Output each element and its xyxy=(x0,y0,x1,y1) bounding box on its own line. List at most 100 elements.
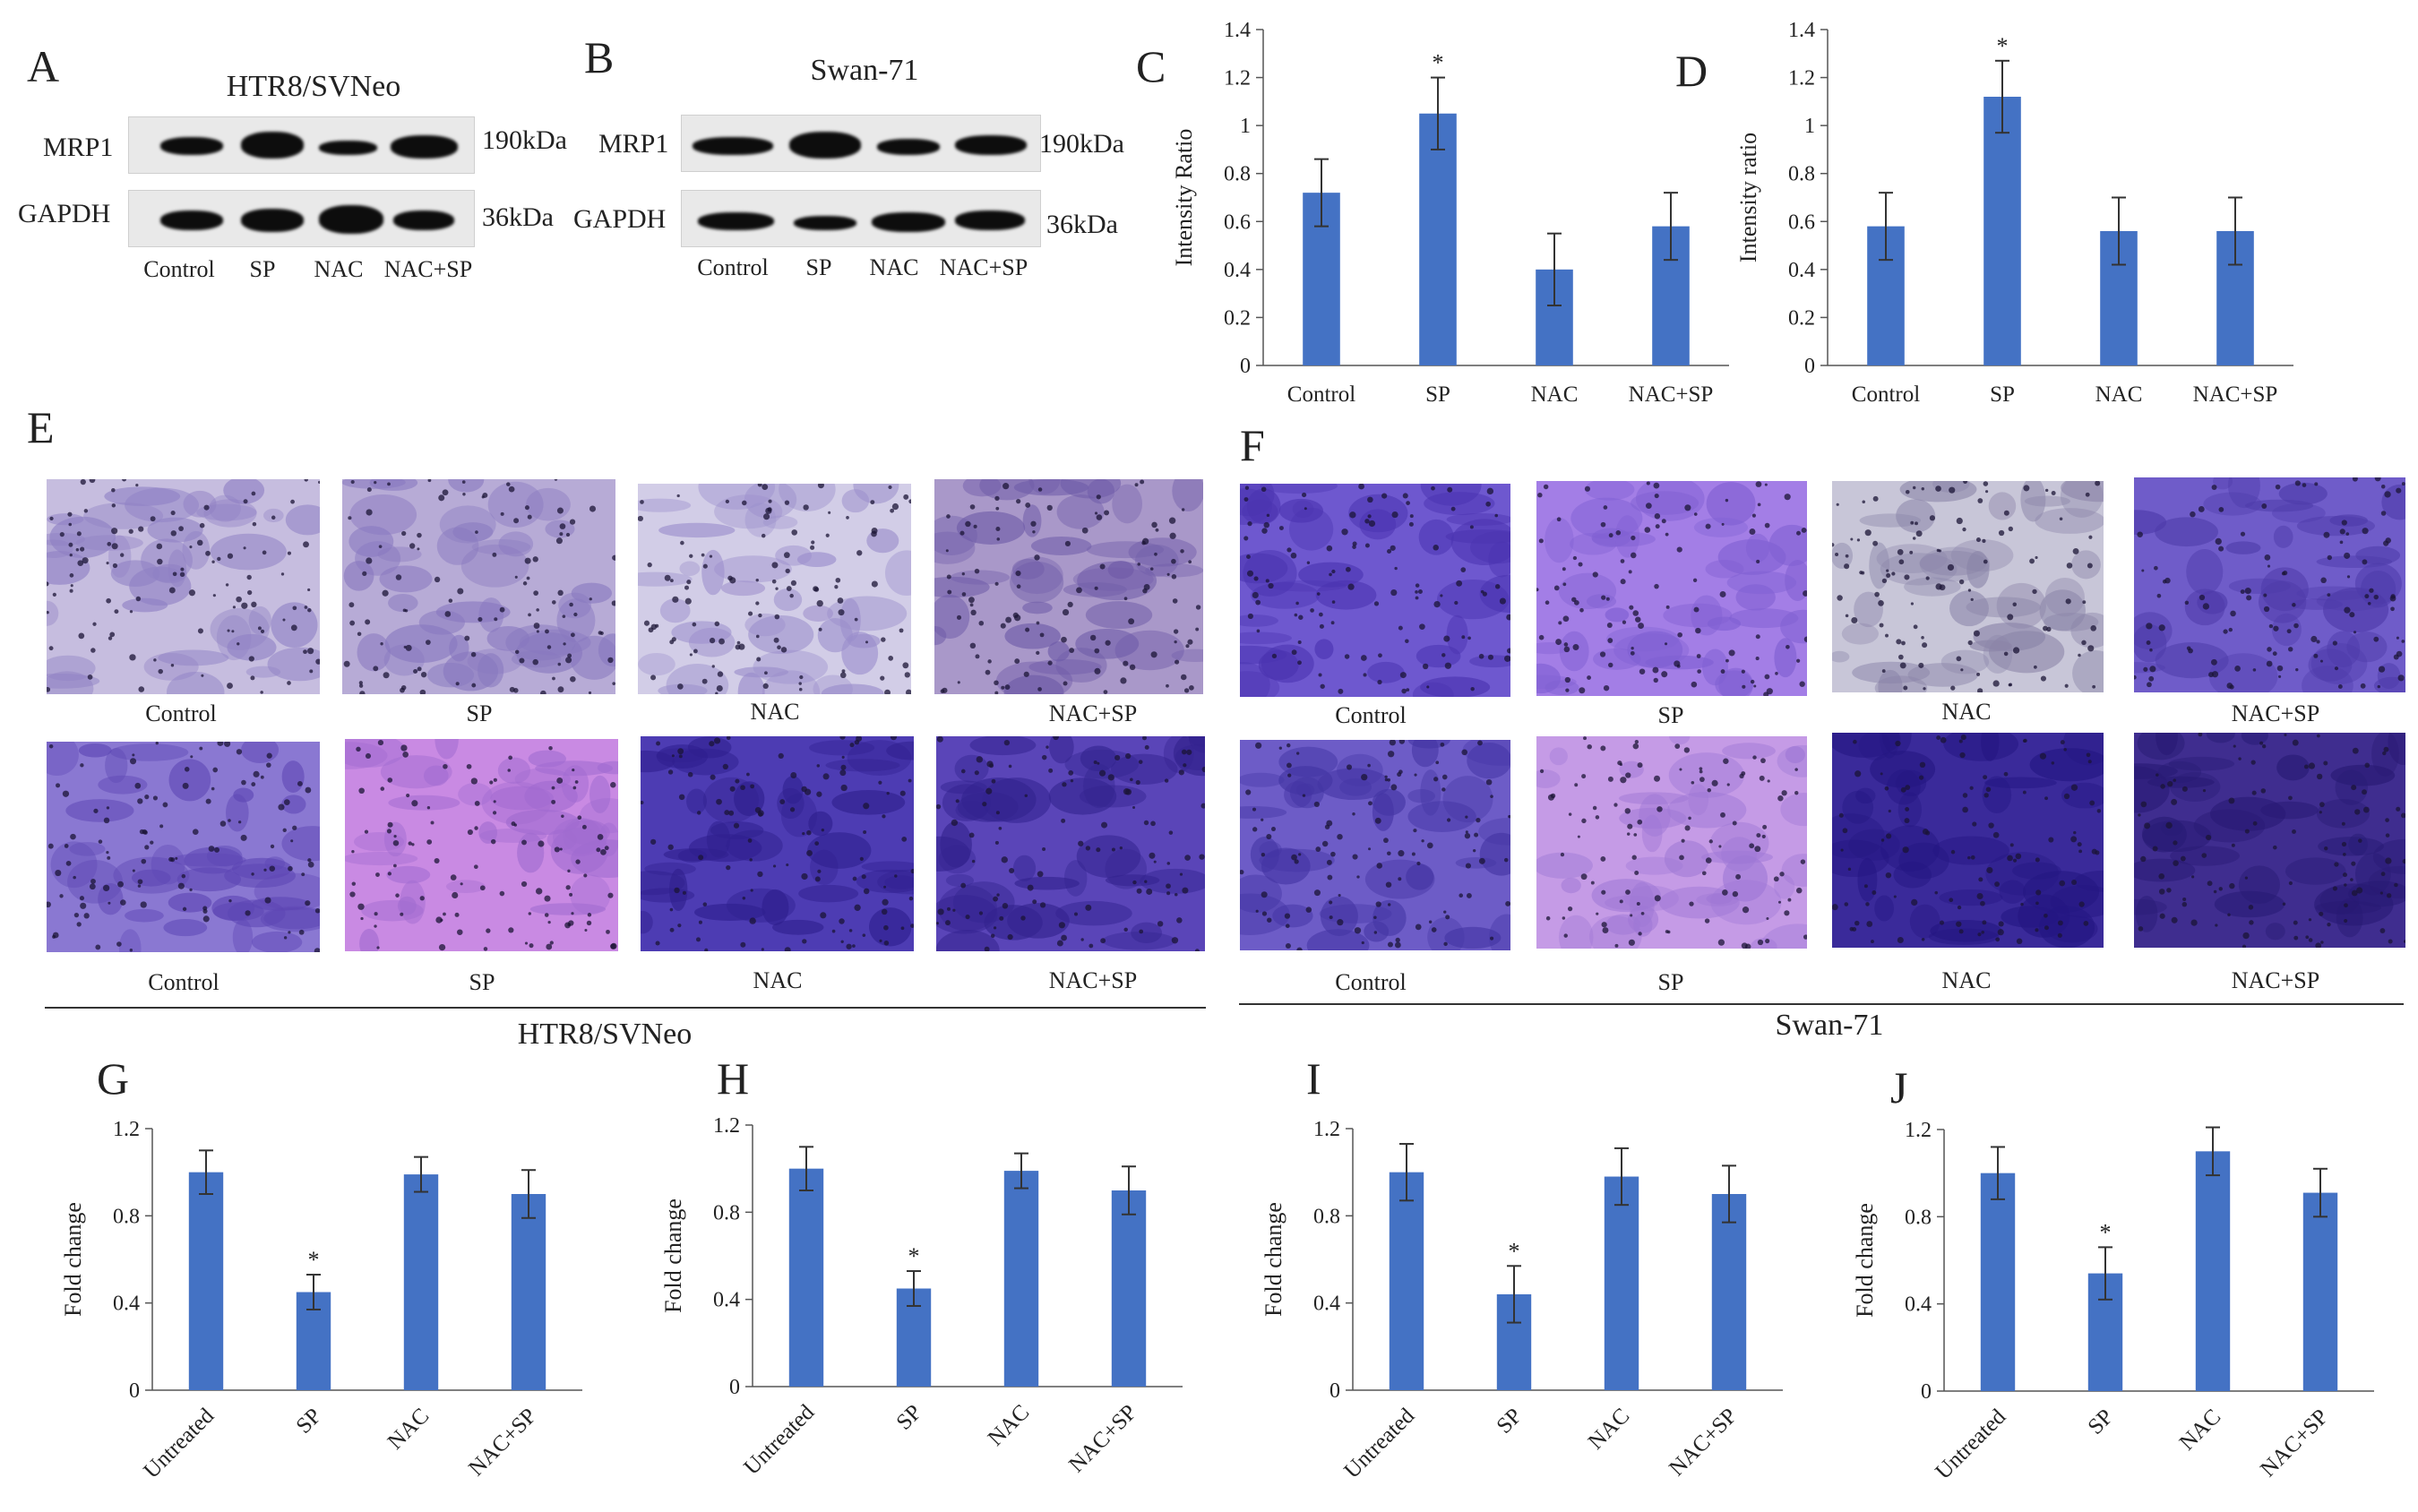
pore-dot xyxy=(1982,538,1986,544)
cell-blob xyxy=(1145,563,1203,578)
cell-blob xyxy=(245,666,281,678)
pore-dot xyxy=(1094,667,1101,674)
pore-dot xyxy=(500,511,504,516)
pore-dot xyxy=(1149,567,1154,571)
y-tick-label: 0.8 xyxy=(713,1201,740,1224)
pore-dot xyxy=(2260,788,2267,794)
pore-dot xyxy=(2267,564,2271,568)
pore-dot xyxy=(2334,862,2339,867)
cell-blob xyxy=(2209,796,2286,831)
pore-dot xyxy=(1545,600,1550,606)
cell-blob xyxy=(1450,519,1510,566)
cell-blob xyxy=(1315,580,1377,610)
pore-dot xyxy=(2081,640,2087,646)
pore-dot xyxy=(551,799,556,804)
cell-blob xyxy=(2170,772,2221,802)
pore-dot xyxy=(999,915,1004,921)
micrograph-caption: Control xyxy=(145,700,217,726)
pore-dot xyxy=(2143,666,2148,672)
pore-dot xyxy=(303,649,307,655)
pore-dot xyxy=(1499,597,1506,605)
pore-dot xyxy=(1089,634,1097,641)
pore-dot xyxy=(725,499,729,504)
pore-dot xyxy=(1560,852,1565,857)
blot-b-title: Swan-71 xyxy=(810,54,919,87)
pore-dot xyxy=(1201,766,1205,773)
pore-dot xyxy=(76,531,82,537)
pore-dot xyxy=(816,599,823,607)
pore-dot xyxy=(2351,785,2357,791)
pore-dot xyxy=(936,736,943,743)
pore-dot xyxy=(1972,821,1977,827)
pore-dot xyxy=(417,547,420,551)
bar xyxy=(2195,1151,2231,1391)
pore-dot xyxy=(364,829,369,834)
pore-dot xyxy=(1441,787,1446,792)
pore-dot xyxy=(1756,559,1760,564)
pore-dot xyxy=(2364,594,2370,599)
bar xyxy=(403,1174,439,1390)
cell-blob xyxy=(131,869,171,887)
cell-blob xyxy=(558,592,591,619)
pore-dot xyxy=(1015,570,1021,577)
pore-dot xyxy=(83,509,89,513)
pore-dot xyxy=(1414,773,1417,777)
pore-dot xyxy=(1168,830,1174,835)
micrograph-caption: SP xyxy=(1657,969,1684,995)
cell-blob xyxy=(817,618,853,653)
pore-dot xyxy=(283,799,290,805)
pore-dot xyxy=(859,856,864,861)
pore-dot xyxy=(611,600,615,606)
pore-dot xyxy=(245,910,251,916)
pore-dot xyxy=(1301,492,1307,498)
cell-blob xyxy=(1721,837,1758,872)
pore-dot xyxy=(1967,855,1971,860)
pore-dot xyxy=(671,754,675,758)
pore-dot xyxy=(1832,543,1835,547)
cell-blob xyxy=(1489,914,1510,950)
pore-dot xyxy=(1865,902,1870,906)
pore-dot xyxy=(1646,481,1650,485)
pore-dot xyxy=(2035,889,2042,896)
pore-dot xyxy=(1435,760,1440,765)
pore-dot xyxy=(1329,900,1333,905)
pore-dot xyxy=(1721,522,1725,526)
pore-dot xyxy=(304,606,308,609)
pore-dot xyxy=(640,500,644,504)
pore-dot xyxy=(736,640,741,645)
pore-dot xyxy=(1619,762,1622,767)
cell-blob xyxy=(353,831,405,852)
pore-dot xyxy=(1395,937,1400,943)
pore-dot xyxy=(655,941,660,946)
pore-dot xyxy=(52,592,56,597)
pore-dot xyxy=(831,929,836,933)
pore-dot xyxy=(994,581,999,586)
pore-dot xyxy=(2182,897,2187,902)
pore-dot xyxy=(1562,567,1566,571)
pore-dot xyxy=(2044,925,2049,931)
pore-dot xyxy=(1897,654,1904,660)
pore-dot xyxy=(749,858,753,862)
pore-dot xyxy=(1387,751,1395,758)
pore-dot xyxy=(780,647,787,653)
pore-dot xyxy=(998,826,1002,830)
pore-dot xyxy=(1976,672,1981,676)
bar xyxy=(788,1168,824,1387)
pore-dot xyxy=(761,948,764,951)
pore-dot xyxy=(2308,918,2312,922)
pore-dot xyxy=(1762,824,1768,829)
pore-dot xyxy=(1039,632,1045,638)
pore-dot xyxy=(1037,487,1043,492)
pore-dot xyxy=(1368,847,1372,851)
pore-dot xyxy=(2242,932,2250,940)
pore-dot xyxy=(1485,501,1491,507)
pore-dot xyxy=(80,479,86,485)
cell-blob xyxy=(104,486,181,506)
cell-blob xyxy=(1627,631,1683,669)
pore-dot xyxy=(1443,941,1448,947)
pore-dot xyxy=(401,530,407,537)
pore-dot xyxy=(1674,743,1681,749)
pore-dot xyxy=(1094,648,1100,654)
pore-dot xyxy=(1665,930,1669,933)
pore-dot xyxy=(2035,928,2039,932)
